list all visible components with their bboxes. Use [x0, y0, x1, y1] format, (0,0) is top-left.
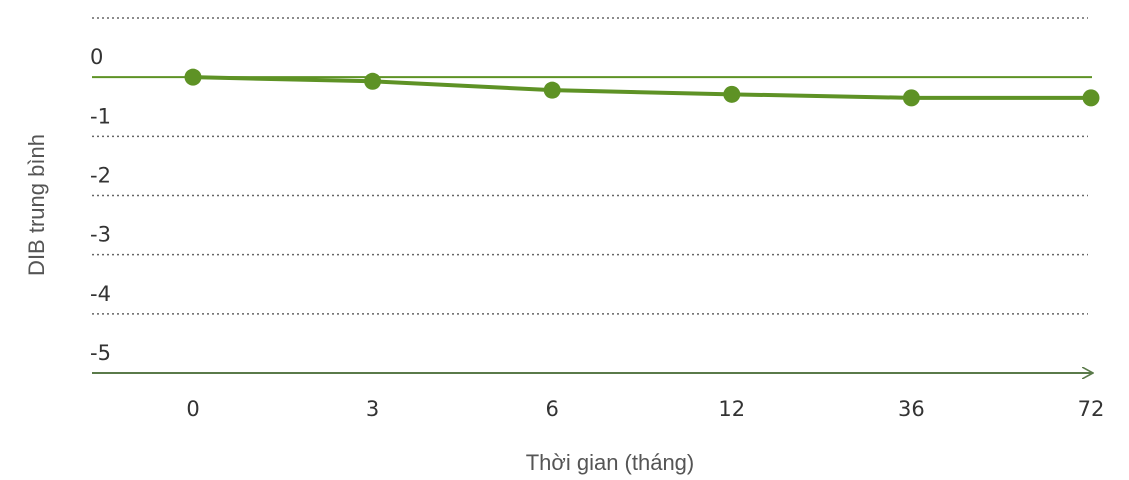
- data-point: [364, 72, 382, 90]
- y-tick-label: 0: [90, 45, 103, 69]
- y-axis-title: DIB trung bình: [24, 134, 49, 276]
- y-tick-label: -5: [90, 341, 111, 365]
- data-point: [184, 68, 202, 86]
- data-line: [192, 75, 1091, 100]
- y-tick-label: -1: [90, 104, 111, 128]
- x-tick-label: 36: [898, 397, 925, 421]
- y-tick-label: -2: [90, 164, 111, 188]
- x-tick-label: 6: [546, 397, 559, 421]
- x-tick-label: 3: [366, 397, 379, 421]
- x-tick-label: 0: [186, 397, 199, 421]
- data-point: [902, 89, 920, 107]
- data-point: [543, 81, 561, 99]
- data-point: [723, 85, 741, 103]
- x-axis-title: Thời gian (tháng): [526, 450, 695, 475]
- y-tick-label: -4: [90, 282, 111, 306]
- data-point: [1082, 89, 1100, 107]
- y-tick-label: -3: [90, 223, 111, 247]
- x-tick-label: 72: [1078, 397, 1105, 421]
- x-tick-label: 12: [718, 397, 745, 421]
